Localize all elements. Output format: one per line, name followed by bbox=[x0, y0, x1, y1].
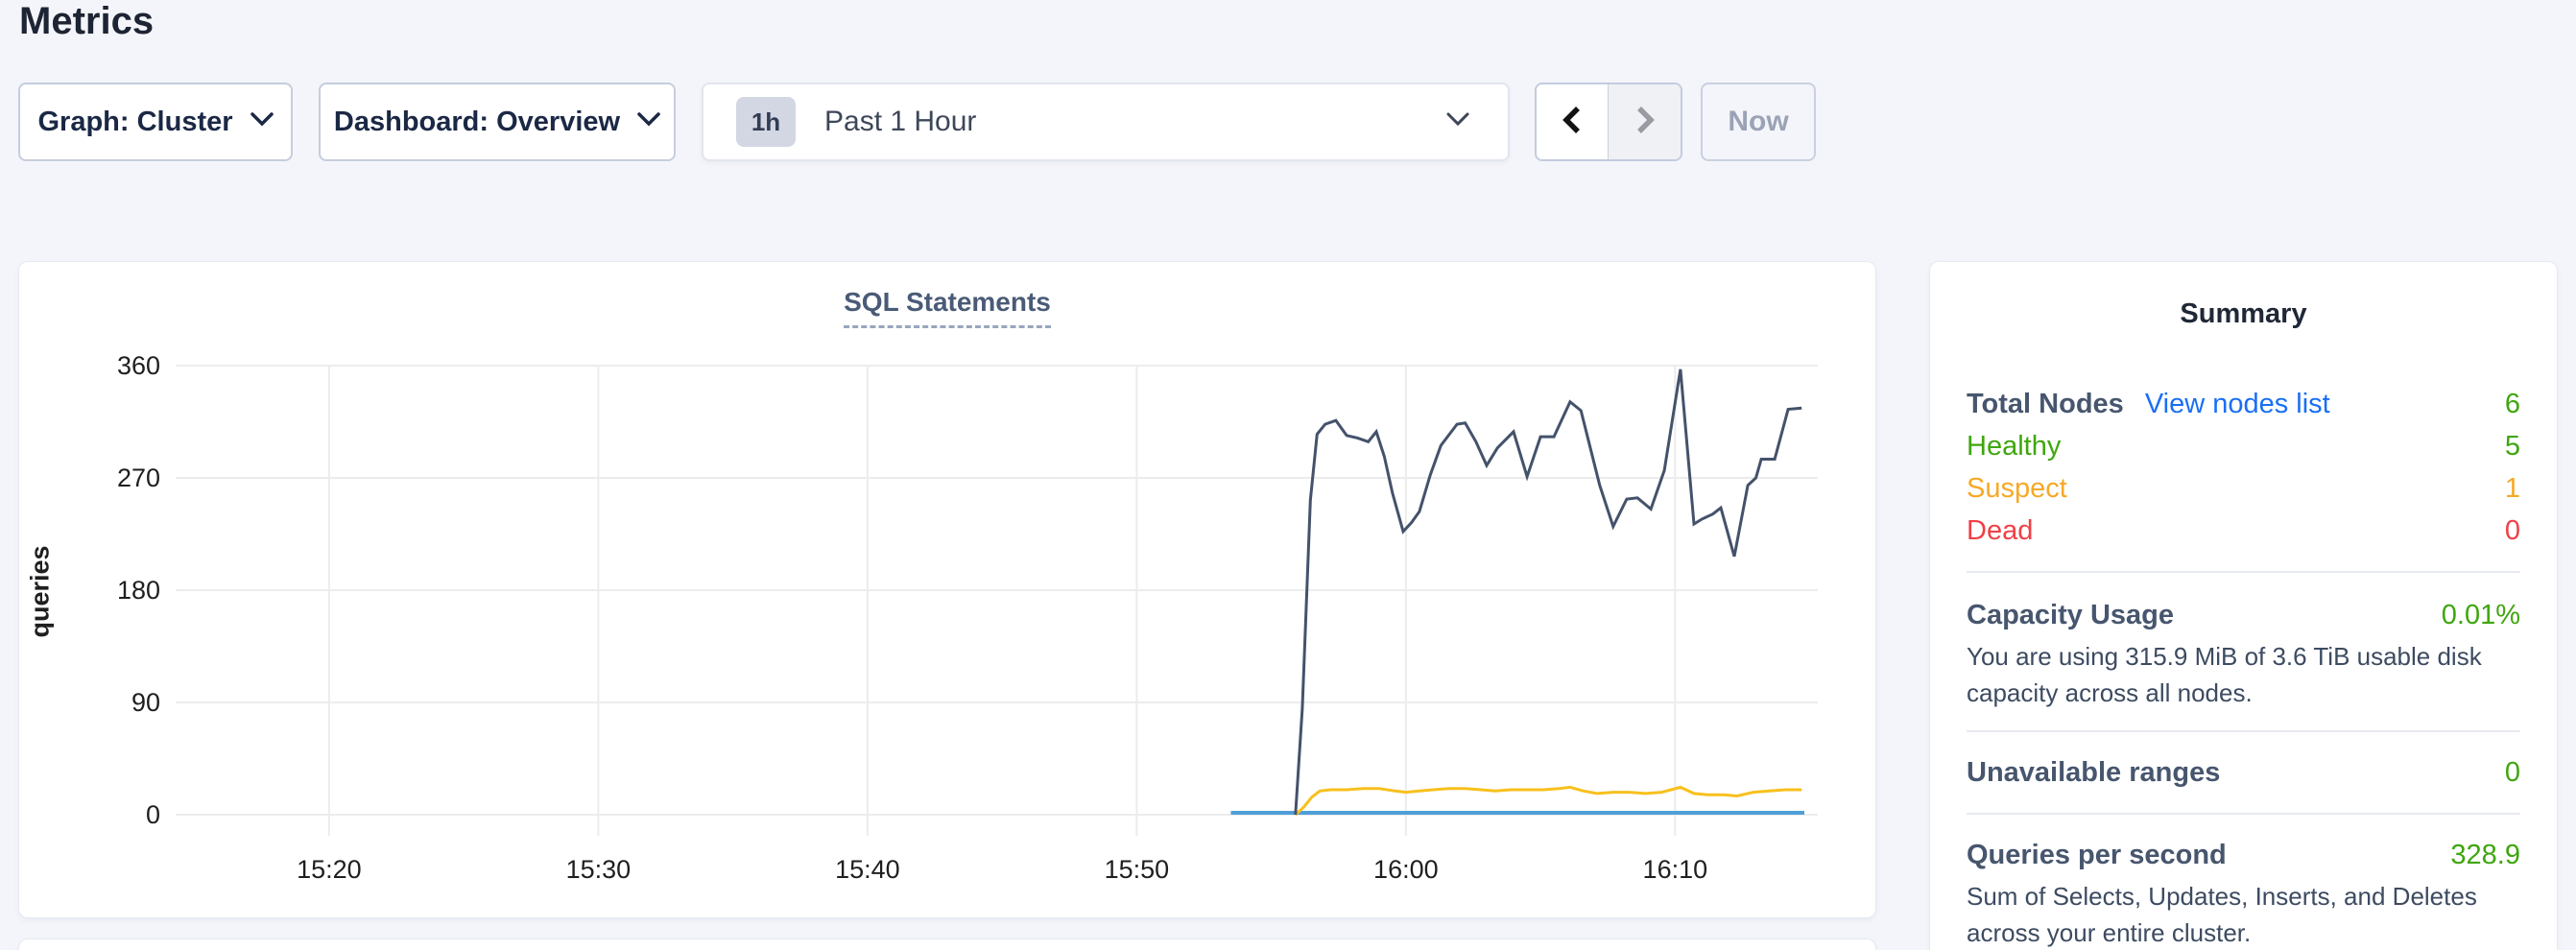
gridlines bbox=[176, 365, 1818, 836]
queries-per-second-value: 328.9 bbox=[2450, 839, 2520, 870]
total-nodes-value: 6 bbox=[2504, 388, 2520, 419]
sql-statements-chart-card: SQL Statements queries 0 90 180 270 360 15:20… bbox=[18, 261, 1876, 918]
healthy-value: 5 bbox=[2504, 430, 2520, 462]
page-title: Metrics bbox=[19, 0, 155, 42]
dead-nodes-row: Dead 0 bbox=[1967, 510, 2520, 552]
previous-window-button[interactable] bbox=[1537, 84, 1609, 159]
suspect-nodes-row: Suspect 1 bbox=[1967, 467, 2520, 510]
series-navy bbox=[1294, 368, 1802, 816]
chevron-right-icon bbox=[1634, 105, 1657, 140]
dead-label: Dead bbox=[1967, 514, 2034, 546]
svg-text:0: 0 bbox=[146, 800, 160, 829]
view-nodes-list-link[interactable]: View nodes list bbox=[2144, 388, 2330, 419]
dashboard-dropdown-label: Dashboard: Overview bbox=[333, 106, 621, 137]
now-button[interactable]: Now bbox=[1701, 83, 1816, 161]
divider bbox=[1967, 813, 2520, 815]
svg-text:16:10: 16:10 bbox=[1643, 855, 1708, 884]
graph-scope-dropdown[interactable]: Graph: Cluster bbox=[18, 83, 293, 161]
time-range-label: Past 1 Hour bbox=[824, 106, 977, 137]
divider bbox=[1967, 730, 2520, 732]
svg-text:15:30: 15:30 bbox=[566, 855, 632, 884]
unavailable-ranges-value: 0 bbox=[2504, 756, 2520, 788]
suspect-label: Suspect bbox=[1967, 472, 2067, 504]
chart-title[interactable]: SQL Statements bbox=[844, 287, 1051, 328]
capacity-usage-value: 0.01% bbox=[2441, 599, 2520, 630]
queries-per-second-label: Queries per second bbox=[1967, 839, 2227, 870]
svg-text:15:50: 15:50 bbox=[1105, 855, 1170, 884]
svg-text:360: 360 bbox=[117, 351, 160, 380]
total-nodes-row: Total Nodes View nodes list 6 bbox=[1967, 383, 2520, 425]
svg-text:15:20: 15:20 bbox=[297, 855, 362, 884]
summary-title: Summary bbox=[2180, 298, 2307, 329]
svg-text:15:40: 15:40 bbox=[835, 855, 900, 884]
axis-labels: 0 90 180 270 360 15:20 15:30 15:40 15:50 16:00 16:… bbox=[117, 351, 1707, 884]
capacity-usage-description: You are using 315.9 MiB of 3.6 TiB usabl… bbox=[1967, 642, 2482, 707]
healthy-nodes-row: Healthy 5 bbox=[1967, 425, 2520, 467]
next-chart-card bbox=[18, 938, 1876, 950]
chevron-down-icon bbox=[637, 112, 660, 131]
next-window-button[interactable] bbox=[1609, 84, 1681, 159]
series-yellow bbox=[1294, 785, 1802, 817]
chevron-left-icon bbox=[1561, 105, 1584, 140]
unavailable-ranges-row: Unavailable ranges 0 bbox=[1967, 751, 2520, 794]
capacity-usage-row: Capacity Usage 0.01% bbox=[1967, 594, 2520, 636]
svg-text:16:00: 16:00 bbox=[1373, 855, 1439, 884]
queries-per-second-row: Queries per second 328.9 bbox=[1967, 834, 2520, 876]
dashboard-dropdown[interactable]: Dashboard: Overview bbox=[319, 83, 676, 161]
divider bbox=[1967, 571, 2520, 573]
node-status-section: Total Nodes View nodes list 6 Healthy 5 … bbox=[1967, 383, 2520, 552]
total-nodes-label: Total Nodes bbox=[1967, 388, 2124, 419]
healthy-label: Healthy bbox=[1967, 430, 2062, 462]
svg-text:270: 270 bbox=[117, 463, 160, 492]
time-window-nav bbox=[1535, 83, 1682, 161]
unavailable-ranges-label: Unavailable ranges bbox=[1967, 756, 2221, 788]
chevron-down-icon bbox=[250, 112, 274, 131]
sql-statements-chart[interactable]: 0 90 180 270 360 15:20 15:30 15:40 15:50 16:00 16:… bbox=[19, 262, 1877, 919]
svg-text:90: 90 bbox=[131, 688, 160, 717]
capacity-usage-label: Capacity Usage bbox=[1967, 599, 2174, 630]
svg-text:180: 180 bbox=[117, 576, 160, 605]
suspect-value: 1 bbox=[2504, 472, 2520, 504]
time-range-selector[interactable]: 1h Past 1 Hour bbox=[702, 83, 1510, 161]
queries-per-second-description: Sum of Selects, Updates, Inserts, and De… bbox=[1967, 882, 2477, 947]
time-range-badge: 1h bbox=[736, 97, 796, 147]
chevron-down-icon bbox=[1446, 112, 1469, 131]
graph-scope-dropdown-label: Graph: Cluster bbox=[37, 106, 233, 137]
summary-panel: Summary Total Nodes View nodes list 6 He… bbox=[1929, 261, 2558, 950]
dead-value: 0 bbox=[2504, 514, 2520, 546]
